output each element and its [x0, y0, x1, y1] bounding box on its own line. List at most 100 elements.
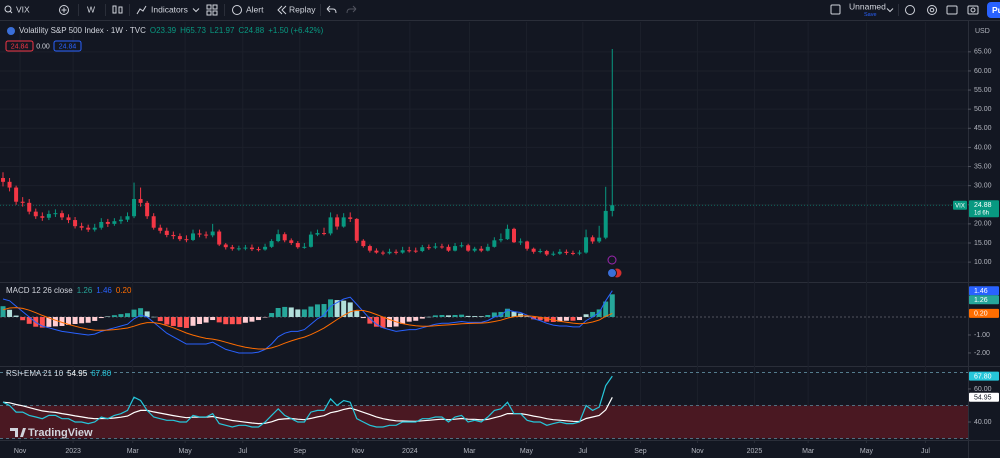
indicators-icon: [136, 5, 147, 15]
value-tag: [969, 308, 999, 318]
candle-body: [597, 237, 602, 242]
histogram-bar: [66, 316, 72, 325]
histogram-bar: [557, 316, 563, 322]
ask-box[interactable]: [53, 40, 82, 52]
histogram-bar: [105, 316, 111, 317]
candle-body: [525, 241, 530, 249]
indicator-line: [2, 397, 613, 425]
histogram-bar: [439, 315, 445, 317]
candle-body: [479, 248, 484, 251]
redo-button[interactable]: [346, 5, 357, 14]
event-icon[interactable]: [607, 255, 617, 265]
y-tick-label: 20.00: [974, 221, 992, 228]
alert-button[interactable]: Alert: [246, 4, 264, 14]
price-tag: [969, 200, 999, 218]
bid-box[interactable]: [5, 40, 34, 52]
chart-type-button[interactable]: [112, 5, 117, 14]
price-tag-label: 24.88: [974, 202, 992, 209]
histogram-bar: [229, 316, 235, 325]
symbol-button[interactable]: VIX: [16, 4, 30, 14]
candle-body: [512, 228, 517, 243]
layout-dropdown[interactable]: [886, 8, 894, 13]
compare-button[interactable]: [59, 5, 69, 15]
value-tag: [969, 286, 999, 296]
candle-body: [374, 250, 379, 253]
histogram-bar: [236, 316, 242, 325]
replay-button[interactable]: Replay: [289, 4, 316, 14]
layout-name[interactable]: Unnamed: [849, 1, 886, 11]
candle-body: [151, 216, 156, 228]
candle-body: [217, 231, 222, 245]
candle-body: [223, 244, 228, 248]
candle-body: [99, 221, 104, 228]
histogram-bar: [98, 316, 104, 319]
layout-checkbox[interactable]: [830, 4, 841, 15]
histogram-bar: [72, 316, 78, 324]
candle-body: [295, 243, 300, 248]
indicator-line: [2, 307, 613, 350]
interval-button[interactable]: W: [87, 4, 95, 14]
candle-body: [603, 210, 608, 238]
save-label[interactable]: Save: [864, 12, 877, 18]
candle-body: [7, 181, 12, 188]
watermark-logo: [10, 428, 26, 437]
histogram-bar: [210, 316, 216, 321]
candle-body: [341, 217, 346, 227]
y-tick-label: 60.00: [974, 68, 992, 75]
indicators-dropdown[interactable]: [192, 8, 200, 13]
indicators-button[interactable]: Indicators: [151, 4, 188, 14]
candle-body: [328, 217, 333, 234]
quick-search-button[interactable]: [905, 5, 915, 15]
histogram-bar: [0, 306, 6, 317]
candle-body: [132, 199, 137, 217]
search-icon[interactable]: [4, 5, 12, 13]
x-tick-label: Mar: [127, 448, 140, 455]
candle-body: [407, 250, 412, 252]
candle-body: [66, 217, 71, 221]
candle-body: [243, 247, 248, 249]
toolbar: VIX W Indicators Alert Replay Unnamed Sa…: [0, 1, 1000, 21]
candle-body: [610, 205, 615, 211]
candle-body: [466, 245, 471, 251]
histogram-bar: [249, 316, 255, 322]
layout-button[interactable]: [206, 4, 212, 10]
spread: 0.00: [36, 43, 50, 50]
ohlc-value: L21.97: [210, 26, 235, 35]
histogram-bar: [341, 300, 347, 317]
histogram-bar: [511, 311, 517, 317]
y-tick-label: 30.00: [974, 182, 992, 189]
histogram-bar: [183, 316, 189, 328]
candle-body: [590, 237, 595, 242]
candle-body: [498, 239, 503, 241]
publish-label[interactable]: Pu: [992, 5, 1000, 15]
candle-body: [1, 178, 6, 182]
candle-body: [276, 234, 281, 242]
histogram-bar: [118, 314, 124, 317]
candle-body: [145, 202, 150, 217]
x-tick-label: Jul: [921, 448, 930, 455]
candle-body: [204, 234, 209, 236]
publish-button[interactable]: [987, 2, 1000, 18]
indicator-title: RSI+EMA 21 10: [6, 369, 64, 378]
snapshot-button[interactable]: [967, 5, 979, 15]
histogram-bar: [328, 299, 334, 317]
value-tag-label: 67.80: [974, 373, 992, 380]
indicator-title: MACD 12 26 close: [6, 286, 73, 295]
histogram-bar: [367, 316, 373, 324]
x-tick-label: Mar: [463, 448, 476, 455]
candle-body: [505, 228, 510, 240]
fullscreen-button[interactable]: [946, 5, 958, 15]
settings-button[interactable]: [927, 5, 937, 15]
histogram-bar: [197, 316, 203, 324]
y-tick-label: 15.00: [974, 240, 992, 247]
undo-button[interactable]: [326, 5, 337, 14]
candle-body: [420, 247, 425, 252]
histogram-bar: [46, 316, 52, 327]
y-tick-label: 50.00: [974, 106, 992, 113]
candle-body: [518, 241, 523, 243]
histogram-bar: [256, 316, 262, 321]
candle-body: [335, 217, 340, 227]
histogram-bar: [138, 308, 144, 317]
candle-body: [380, 252, 385, 254]
economic-flag[interactable]: [607, 268, 617, 278]
